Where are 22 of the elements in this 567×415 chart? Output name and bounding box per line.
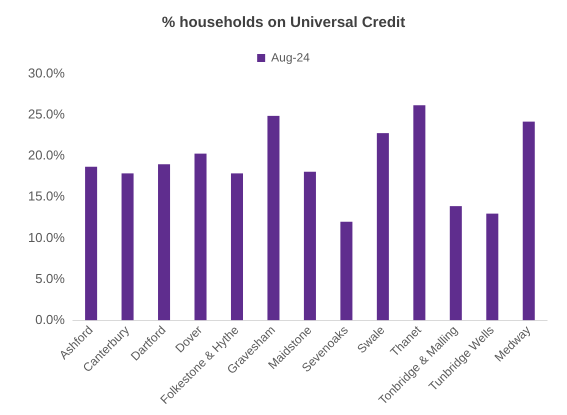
bar: [158, 164, 170, 320]
bar: [413, 105, 426, 320]
bar: [85, 166, 98, 320]
bar: [304, 172, 316, 320]
bar: [122, 173, 134, 320]
chart-title: % households on Universal Credit: [162, 14, 406, 32]
y-tick-label: 25.0%: [28, 106, 66, 122]
bar: [194, 154, 207, 320]
y-tick-label: 0.0%: [35, 312, 66, 327]
bar: [486, 214, 498, 320]
bar: [267, 116, 280, 320]
bar: [230, 173, 244, 320]
bar: [340, 222, 352, 320]
y-tick-label: 15.0%: [28, 188, 66, 204]
y-tick-label: 20.0%: [28, 148, 66, 163]
legend-label: Aug-24: [271, 50, 310, 64]
y-tick-label: 30.0%: [28, 66, 66, 81]
y-tick-label: 10.0%: [28, 230, 66, 245]
bar: [376, 133, 389, 320]
y-tick-label: 5.0%: [35, 270, 66, 286]
bar: [450, 206, 462, 320]
bar: [522, 122, 535, 320]
